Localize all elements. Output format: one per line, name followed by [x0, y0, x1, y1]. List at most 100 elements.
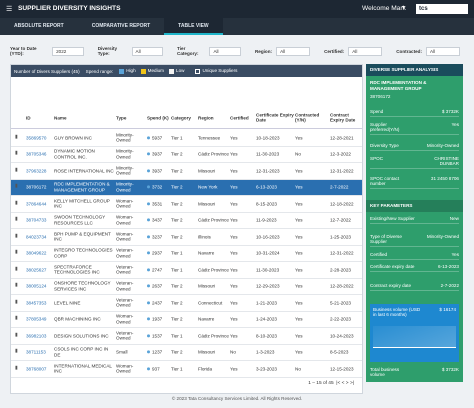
- table-row[interactable]: ▮ 38706172 RDC IMPLEMENTATION & MANAGEMENT…: [11, 179, 362, 196]
- row-icon[interactable]: ▮: [15, 315, 18, 322]
- page-range: 1 – 15 of 45: [308, 381, 334, 386]
- spend-dot: [147, 169, 150, 173]
- param-row: Existing/New Supplier New: [370, 216, 459, 224]
- cell: Missouri: [198, 201, 216, 207]
- volume-value: $ 16174: [439, 307, 456, 312]
- filter-label: Tier Category:: [177, 46, 199, 56]
- cell: 6-13-2023: [256, 184, 277, 190]
- spend-value: 3437: [152, 217, 163, 223]
- tab[interactable]: ABSOLUTE REPORT: [14, 23, 64, 29]
- cell: 12-7-2022: [330, 217, 351, 223]
- column-header[interactable]: Name: [54, 114, 67, 120]
- cell: Tier 2: [171, 217, 183, 223]
- cell: Yes: [230, 151, 238, 157]
- table-row[interactable]: ▮ 38705346 DYNAMIC MOTION CONTROL INC. Mino…: [11, 147, 362, 163]
- row-icon[interactable]: ▮: [15, 348, 18, 355]
- table-row[interactable]: ▮ 38005124 ONSHORE TECHNOLOGY SERVICES INC…: [11, 279, 362, 295]
- column-header[interactable]: Contracted (Y/N): [295, 112, 320, 123]
- cell: Veteran-Owned: [116, 330, 134, 341]
- table-row[interactable]: ▮ 35869570 GUY BROWN INC Minority-Owned 5937…: [11, 130, 362, 147]
- cell: INTERNATIONAL MEDICAL INC: [54, 363, 112, 374]
- param-row: Type of Diverse Supplier Minority-Owned: [370, 234, 459, 247]
- cell: Veteran-Owned: [116, 297, 134, 308]
- column-header[interactable]: Type: [116, 114, 127, 120]
- row-icon[interactable]: ▮: [15, 232, 18, 239]
- cell: GUY BROWN INC: [54, 135, 92, 141]
- column-header[interactable]: Contract Expiry Date: [330, 112, 356, 123]
- spend-cell: 2437: [147, 300, 162, 305]
- filter: Tier Category: All: [177, 46, 241, 56]
- spend-dot: [147, 202, 150, 206]
- panel-title: DIVERSE SUPPLIER ANALYSIS: [366, 64, 463, 76]
- spend-level[interactable]: High: [119, 68, 136, 74]
- row-icon[interactable]: ▮: [15, 282, 18, 289]
- table-row[interactable]: ▮ 37864644 KELLY MITCHELL GROUP INC Woman-O…: [11, 196, 362, 213]
- column-header[interactable]: Category: [171, 114, 191, 120]
- table-row[interactable]: ▮ 38457353 LEVEL NINE Veteran-Owned 2437 Tier…: [11, 295, 362, 312]
- table-row[interactable]: ▮ 38768007 INTERNATIONAL MEDICAL INC Woman-…: [11, 361, 362, 378]
- cell: 2-22-2023: [330, 316, 351, 322]
- row-icon[interactable]: ▮: [15, 166, 18, 173]
- spend-value: 5937: [152, 135, 163, 141]
- cell: Tier 2: [171, 168, 183, 174]
- cell: 10-24-2023: [330, 333, 354, 339]
- spend-cell: 3937: [147, 152, 162, 157]
- cell: 11-9-2023: [256, 217, 277, 223]
- filter-select[interactable]: All: [276, 46, 311, 56]
- table-row[interactable]: ▮ 38025627 SPECTRAFORCE TECHNOLOGIES INC Ve…: [11, 262, 362, 279]
- detail-value: 31 2450 8706: [430, 176, 459, 181]
- table-row[interactable]: ▮ 84023734 BPH PUMP & EQUIPMENT INC Woman-O…: [11, 229, 362, 246]
- unique-toggle[interactable]: Unique Suppliers: [195, 68, 237, 74]
- user-caret[interactable]: ▾: [402, 5, 406, 11]
- cell: 2-7-2022: [330, 184, 349, 190]
- column-header[interactable]: Spend (K): [147, 114, 169, 120]
- row-icon[interactable]: ▮: [15, 331, 18, 338]
- table-row[interactable]: ▮ 37805349 QBR MACHINING INC Woman-Owned 193…: [11, 312, 362, 328]
- row-icon[interactable]: ▮: [15, 364, 18, 371]
- filter-select[interactable]: All: [209, 46, 241, 56]
- cell: LEVEL NINE: [54, 300, 81, 306]
- cell: Yes: [230, 300, 238, 306]
- column-header[interactable]: ID: [26, 114, 31, 120]
- detail-label: Spend: [370, 109, 384, 114]
- table-row[interactable]: ▮ 36982103 DESIGN SOLUTIONS INC Veteran-Own…: [11, 328, 362, 345]
- cell: KELLY MITCHELL GROUP INC: [54, 198, 110, 209]
- filter-label: Diversity Type:: [97, 46, 118, 56]
- column-header[interactable]: Region: [198, 114, 214, 120]
- key-title: KEY PARAMETERS: [366, 200, 463, 212]
- column-header[interactable]: Certified: [230, 114, 249, 120]
- tab[interactable]: TABLE VIEW: [164, 18, 223, 35]
- detail-row: SPOC CHRISTINE DUNBAR: [370, 156, 459, 169]
- filter-select[interactable]: All: [348, 46, 383, 56]
- row-icon[interactable]: ▮: [15, 298, 18, 305]
- cell: Woman-Owned: [116, 198, 134, 209]
- row-icon[interactable]: ▮: [15, 199, 18, 206]
- table-row[interactable]: ▮ 38704733 SWOON TECHNOLOGY RESOURCES LLC W…: [11, 213, 362, 229]
- row-icon[interactable]: ▮: [15, 133, 18, 140]
- column-header[interactable]: Certificate Expiry Date: [256, 112, 294, 123]
- filter-select[interactable]: 2022: [52, 46, 84, 56]
- table-row[interactable]: ▮ 37963228 ROSE INTERNATIONAL INC Minority-…: [11, 163, 362, 180]
- filter-select[interactable]: All: [131, 46, 164, 56]
- spend-level[interactable]: Medium: [140, 68, 164, 74]
- spend-level[interactable]: Low: [169, 68, 184, 74]
- row-icon[interactable]: ▮: [15, 183, 18, 190]
- spend-value: 1937: [152, 316, 163, 322]
- table-row[interactable]: ▮ 38049622 INTEGRO TECHNOLOGIES CORP Vetera…: [11, 246, 362, 262]
- spend-value: 1237: [152, 349, 163, 355]
- row-icon[interactable]: ▮: [15, 249, 18, 256]
- row-icon[interactable]: ▮: [15, 150, 18, 157]
- filter-select[interactable]: All: [426, 46, 461, 56]
- cell: 37805349: [26, 316, 47, 322]
- row-icon[interactable]: ▮: [15, 265, 18, 272]
- menu-icon[interactable]: ☰: [6, 6, 13, 13]
- cell: 11-30-2023: [256, 151, 280, 157]
- row-icon[interactable]: ▮: [15, 216, 18, 223]
- cell: 3-23-2023: [256, 366, 277, 372]
- cell: Tier 2: [171, 349, 183, 355]
- tab[interactable]: COMPARATIVE REPORT: [91, 23, 151, 29]
- table-card: Number of Divers Suppliers (45) Spend ra…: [10, 64, 363, 394]
- param-value: New: [449, 216, 459, 221]
- table-row[interactable]: ▮ 38711153 CSOLS INC CORP INC IN DE Small 12…: [11, 345, 362, 361]
- filter: Diversity Type: All: [97, 46, 164, 56]
